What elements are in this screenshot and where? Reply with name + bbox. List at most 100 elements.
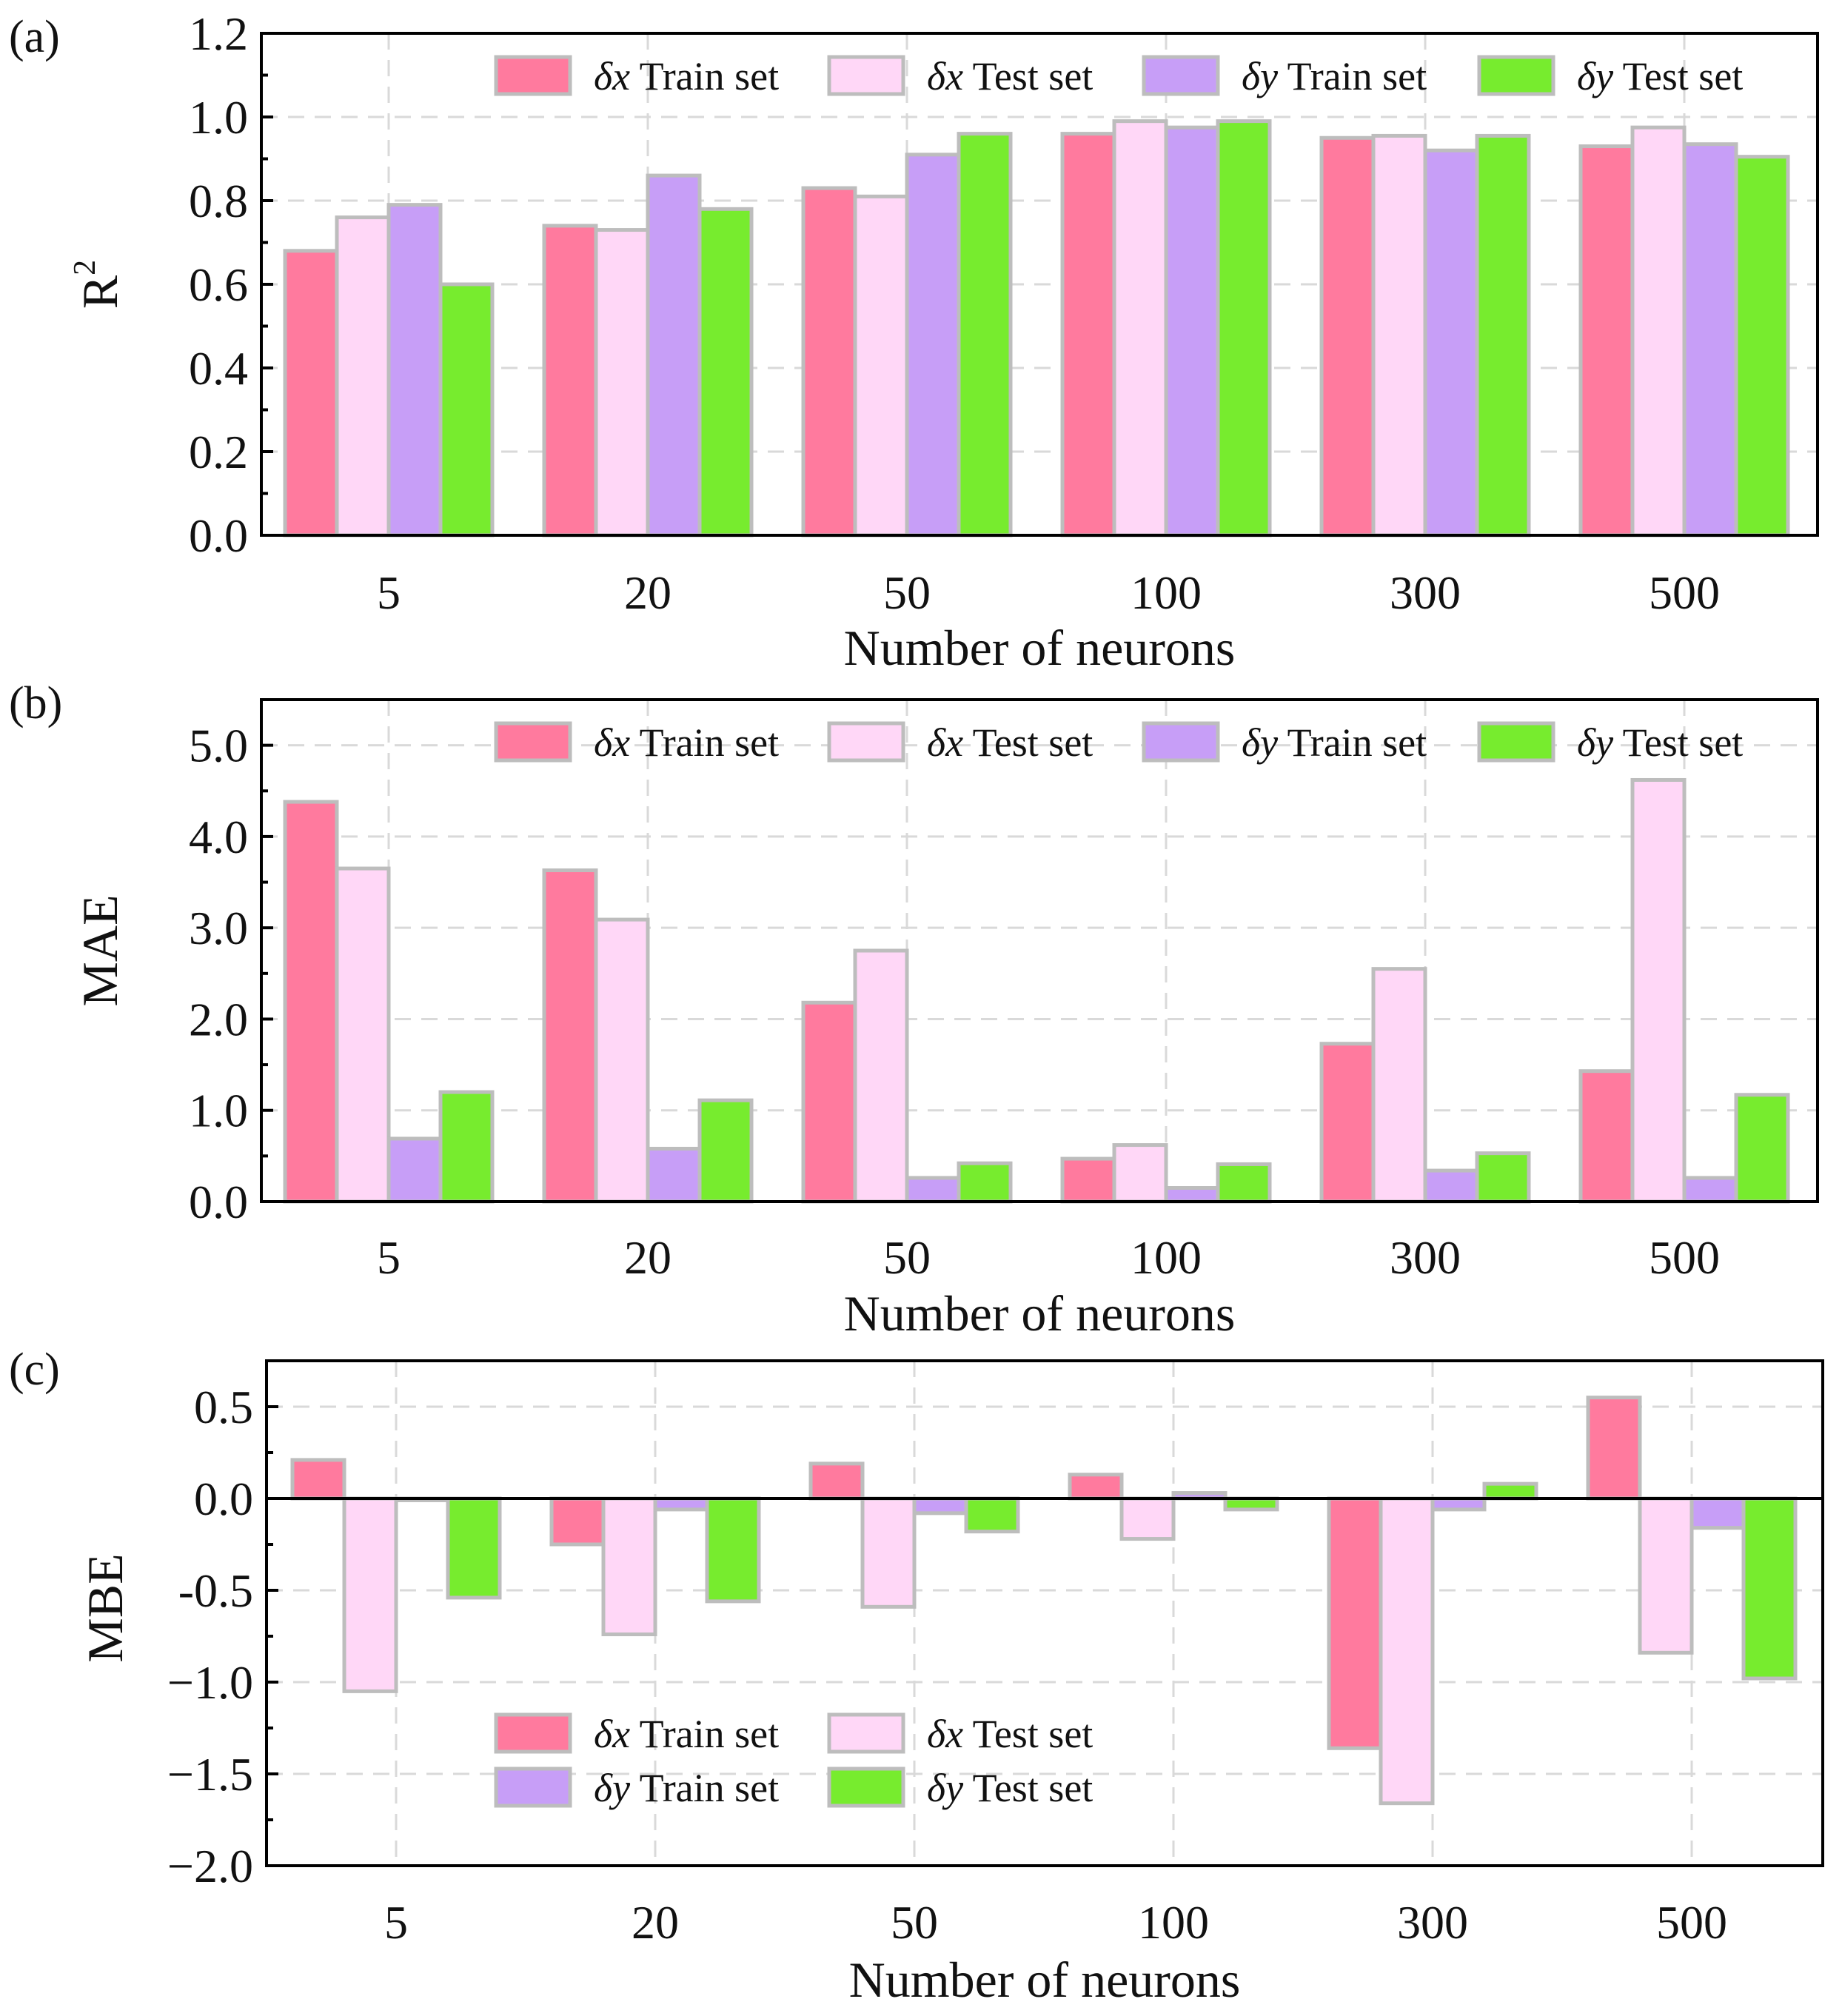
y-tick-label: 0.6	[189, 258, 248, 311]
bar-dx-train-set-5	[290, 1458, 346, 1501]
bar-dy-train-set-20	[653, 1496, 709, 1512]
bar-dx-test-set-20	[601, 1496, 657, 1637]
legend-item: δx Train set	[494, 720, 780, 765]
legend: δx Train set δx Test set δy Train set δy Te…	[494, 720, 1743, 765]
bar-dx-test-set-500	[1630, 777, 1687, 1204]
legend-label: δx Test set	[927, 720, 1093, 765]
legend-series-label: Train set	[640, 1712, 780, 1756]
bar-dx-train-set-5	[283, 249, 339, 538]
bar-dy-test-set-5	[438, 1090, 495, 1204]
bar-dy-train-set-50	[912, 1496, 968, 1516]
legend-swatch	[827, 55, 905, 96]
y-tick-label: 0.5	[194, 1381, 253, 1433]
y-axis-title-main: R	[72, 275, 128, 309]
legend-symbol: δy	[1577, 720, 1613, 765]
bar-dx-test-set-5	[335, 215, 391, 538]
bar-dy-train-set-300	[1423, 1168, 1479, 1204]
bar-dy-test-set-5	[438, 282, 495, 538]
legend-space	[963, 1712, 973, 1756]
legend-space	[630, 720, 640, 765]
y-axis-title: MAE	[72, 894, 128, 1006]
bar-dy-train-set-100	[1164, 125, 1220, 538]
bar-dy-train-set-5	[386, 1136, 443, 1204]
legend-space	[963, 1766, 973, 1810]
bar-dx-test-set-20	[594, 917, 650, 1204]
bar-dx-test-set-50	[860, 1496, 917, 1609]
x-tick-label: 100	[1131, 1231, 1202, 1284]
legend-space	[1613, 720, 1623, 765]
legend-space	[630, 1712, 640, 1756]
x-tick-label: 500	[1649, 566, 1720, 619]
bar-dy-train-set-500	[1682, 142, 1738, 538]
bar-dx-train-set-20	[549, 1496, 606, 1547]
bar-dy-test-set-20	[697, 1098, 754, 1204]
bar-dx-test-set-300	[1379, 1496, 1435, 1806]
y-tick-label: 4.0	[189, 811, 248, 863]
legend-symbol: δx	[927, 1712, 963, 1756]
legend-item: δx Train set	[494, 1712, 779, 1756]
legend-label: δx Test set	[927, 54, 1093, 98]
bar-dy-test-set-100	[1223, 1496, 1279, 1512]
x-axis-title: Number of neurons	[844, 620, 1236, 676]
bar-dy-test-set-5	[446, 1496, 502, 1600]
bar-dx-train-set-500	[1586, 1396, 1642, 1501]
legend-item: δx Train set	[494, 54, 779, 98]
bar-dy-test-set-20	[705, 1496, 761, 1604]
legend-symbol: δy	[927, 1766, 963, 1810]
bar-dx-train-set-20	[542, 224, 598, 538]
y-tick-label: 3.0	[189, 902, 248, 954]
bar-dy-train-set-500	[1689, 1496, 1746, 1530]
legend-item: δy Test set	[1477, 54, 1744, 98]
legend-series-label: Train set	[1287, 720, 1427, 765]
bar-dy-train-set-5	[386, 203, 443, 538]
y-axis-title: R2	[68, 260, 128, 309]
plot-frame	[260, 698, 1819, 1203]
x-tick-label: 300	[1390, 1231, 1461, 1284]
legend-label: δx Train set	[594, 1712, 779, 1756]
y-tick-label: 5.0	[189, 720, 248, 772]
legend-item: δx Test set	[827, 720, 1093, 765]
bar-dy-train-set-500	[1682, 1176, 1738, 1204]
legend-series-label: Test set	[1623, 54, 1744, 98]
y-tick-label: 1.0	[189, 1085, 248, 1137]
legend-label: δy Test set	[1577, 720, 1743, 765]
legend-label: δy Test set	[927, 1766, 1093, 1810]
legend-item: δy Train set	[494, 1766, 779, 1810]
bar-dx-test-set-5	[342, 1496, 398, 1693]
bar-dy-test-set-300	[1475, 133, 1531, 538]
x-tick-label: 20	[624, 1231, 672, 1284]
bar-dx-test-set-300	[1371, 133, 1427, 538]
legend-series-label: Train set	[640, 720, 780, 765]
y-axis-title-superscript: 2	[68, 260, 102, 275]
y-tick-label: 0.0	[189, 1176, 248, 1228]
legend-label: δy Train set	[1242, 720, 1427, 765]
legend-item: δx Test set	[827, 1712, 1093, 1756]
x-tick-label: 100	[1138, 1896, 1209, 1949]
bar-dx-train-set-300	[1319, 135, 1376, 538]
legend-space	[630, 1766, 640, 1810]
bar-dx-test-set-300	[1371, 967, 1427, 1204]
x-tick-label: 100	[1131, 566, 1202, 619]
bar-dy-test-set-500	[1734, 1093, 1790, 1204]
legend-space	[963, 720, 973, 765]
bar-dy-train-set-20	[646, 1147, 702, 1204]
legend-swatch	[1477, 55, 1555, 96]
bar-dy-test-set-100	[1216, 119, 1272, 538]
bar-dx-train-set-100	[1060, 1156, 1116, 1204]
bar-dy-train-set-50	[905, 153, 961, 538]
bar-dy-test-set-300	[1482, 1481, 1538, 1501]
bar-dy-test-set-100	[1216, 1162, 1272, 1204]
bar-dy-train-set-300	[1423, 148, 1479, 538]
bar-dx-train-set-300	[1327, 1496, 1383, 1750]
legend: δx Train set δx Test set δy Train set δy Te…	[494, 54, 1744, 98]
chart-panel-a: 0.0 0.2 0.4 0.6 0.8 1.0 1.2 5 20 50 100 300 500 Numbe…	[9, 7, 1819, 676]
y-tick-label: -0.5	[178, 1564, 253, 1617]
bar-dx-test-set-500	[1630, 125, 1687, 538]
bar-dy-train-set-20	[646, 173, 702, 538]
legend-symbol: δy	[594, 1766, 630, 1810]
bar-dy-test-set-20	[697, 207, 754, 538]
bar-dy-train-set-50	[905, 1176, 961, 1204]
bar-dy-train-set-100	[1164, 1186, 1220, 1204]
legend-series-label: Train set	[1287, 54, 1427, 98]
legend-symbol: δy	[1577, 54, 1613, 98]
